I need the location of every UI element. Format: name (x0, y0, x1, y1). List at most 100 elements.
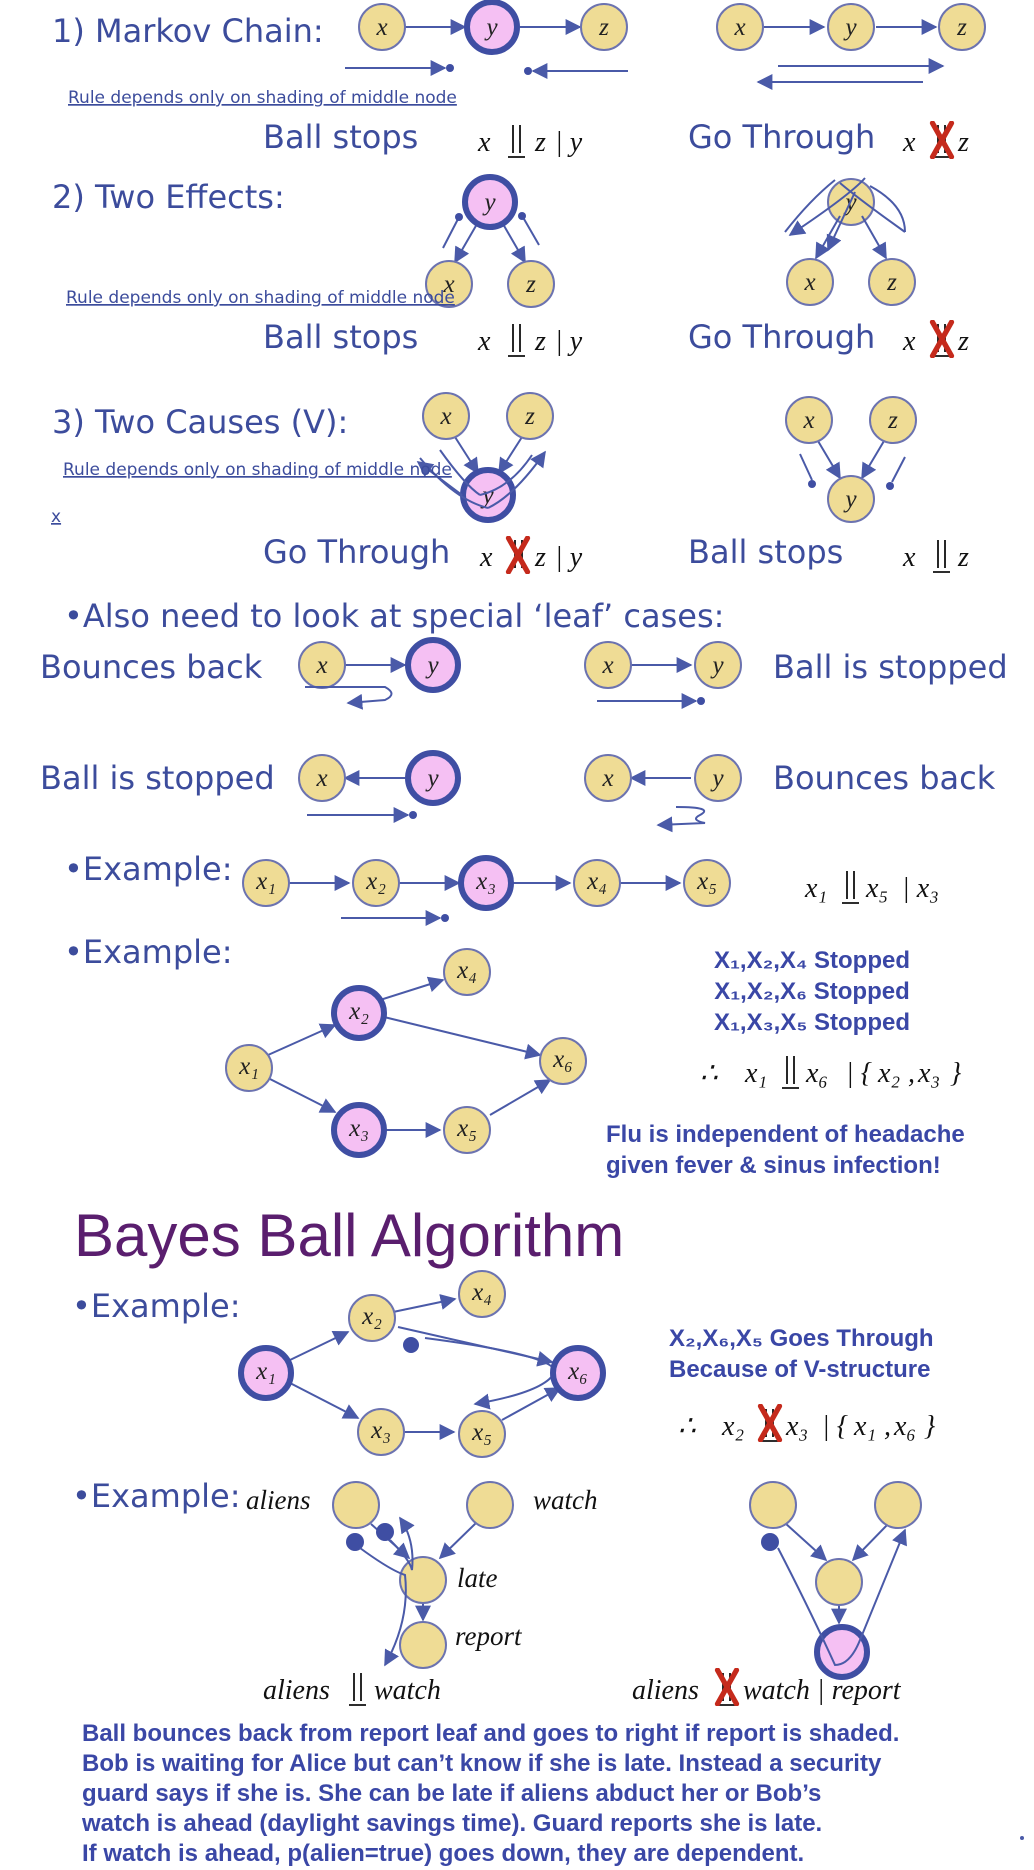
svg-text:x₁: x₁ (744, 1058, 767, 1089)
svg-text:x: x (601, 652, 613, 679)
leaf-cases-heading: •Also need to look at special ‘leaf’ cas… (64, 597, 724, 635)
formula-x-indep-z-given-y-1: x z | y (477, 125, 583, 158)
svg-text:x₁: x₁ (853, 1411, 876, 1442)
two-effects-heading: 2) Two Effects: (52, 178, 285, 216)
svg-text:∴: ∴ (678, 1411, 696, 1442)
formula-x-indep-z-3: x z (902, 540, 969, 573)
svg-text:x₄: x₄ (586, 868, 607, 895)
watch-label: watch (533, 1485, 598, 1515)
svg-text:x₃: x₃ (785, 1411, 808, 1442)
svg-text:x: x (902, 542, 916, 573)
svg-text:y: y (481, 189, 496, 216)
svg-text:x: x (477, 127, 491, 158)
svg-text:x: x (802, 407, 814, 434)
goes-through-line-2: Because of V-structure (669, 1356, 930, 1383)
svg-text:x: x (601, 765, 613, 792)
node-y-shaded (464, 0, 520, 55)
svg-text:z: z (956, 14, 967, 41)
two-causes-right-graph: x z y (785, 396, 917, 523)
outcome-ball-stops-1: Ball stops (263, 118, 418, 156)
svg-text:x: x (479, 542, 493, 573)
svg-text:| y: | y (555, 542, 583, 573)
example-4-right-graph (749, 1481, 922, 1680)
outcome-go-through-3: Go Through (263, 533, 450, 571)
svg-text:| {: | { (846, 1058, 872, 1089)
svg-text:y: y (479, 482, 494, 509)
example-label-3: •Example: (72, 1287, 240, 1325)
svg-text:x: x (315, 765, 327, 792)
stopped-line-2: X₁,X₂,X₆ Stopped (714, 978, 910, 1005)
svg-text:x₃: x₃ (917, 1058, 940, 1089)
outcome-ball-stops-2: Ball stops (263, 318, 418, 356)
slide-title: Bayes Ball Algorithm (74, 1202, 624, 1269)
svg-text:,: , (884, 1411, 891, 1442)
markov-chain-heading: 1) Markov Chain: (52, 12, 324, 50)
example-4-left-graph (332, 1481, 514, 1669)
svg-text:y: y (842, 14, 857, 41)
svg-text:watch | report: watch | report (743, 1675, 902, 1706)
svg-text:x₅: x₅ (865, 873, 888, 904)
leaf-bounces-back-1: Bounces back (40, 648, 263, 686)
svg-text:x: x (803, 269, 815, 296)
example-2-graph: x₁ x₂ x₃ x₄ x₅ x₆ (225, 948, 587, 1158)
svg-text:x: x (902, 326, 916, 357)
corner-dot (1020, 1836, 1024, 1840)
report-label: report (455, 1621, 523, 1651)
svg-text:y: y (424, 652, 439, 679)
leaf-case-1: x y (298, 637, 461, 710)
svg-text:z: z (524, 403, 535, 430)
svg-text:x₃: x₃ (475, 868, 496, 895)
svg-text:z: z (534, 542, 546, 573)
svg-text:x₁: x₁ (804, 873, 827, 904)
svg-text:y: y (709, 765, 724, 792)
flu-note-line-2: given fever & sinus infection! (606, 1152, 941, 1179)
svg-text:}: } (924, 1411, 935, 1442)
svg-text:∴: ∴ (700, 1058, 718, 1089)
svg-text:x₆: x₆ (567, 1358, 588, 1385)
svg-text:x₅: x₅ (471, 1419, 492, 1446)
outcome-go-through-2: Go Through (688, 318, 875, 356)
outcome-go-through-1: Go Through (688, 118, 875, 156)
svg-text:x₂: x₂ (877, 1058, 900, 1089)
two-effects-left-graph: y x z (425, 174, 555, 308)
node-label-y: y (483, 14, 498, 41)
leaf-ball-stopped-1: Ball is stopped (773, 648, 1008, 686)
svg-text:x₅: x₅ (456, 1115, 477, 1142)
svg-text:x: x (439, 403, 451, 430)
svg-text:x₃: x₃ (370, 1417, 391, 1444)
svg-text:z: z (957, 127, 969, 158)
leaf-bounces-back-2: Bounces back (773, 759, 996, 797)
stopped-list: X₁,X₂,X₄ Stopped X₁,X₂,X₆ Stopped X₁,X₃,… (714, 947, 910, 1036)
formula-x-indep-z-given-y-2: x z | y (477, 324, 583, 357)
svg-text:x: x (442, 271, 454, 298)
leaf-case-3: x y (298, 750, 461, 823)
svg-text:x: x (733, 14, 745, 41)
paragraph-line-2: Bob is waiting for Alice but can’t know … (82, 1750, 882, 1777)
svg-text:,: , (908, 1058, 915, 1089)
formula-example-1: x₁ x₅ | x₃ (804, 871, 939, 904)
svg-text:aliens: aliens (263, 1675, 330, 1706)
svg-text:z: z (957, 326, 969, 357)
svg-text:x₆: x₆ (893, 1411, 916, 1442)
aliens-label: aliens (246, 1485, 311, 1515)
rule-note-2: Rule depends only on shading of middle n… (66, 288, 455, 308)
formula-example-2: ∴ x₁ x₆ | { x₂ , x₃ } (700, 1056, 961, 1089)
node-label-x: x (375, 14, 387, 41)
outcome-ball-stops-3: Ball stops (688, 533, 843, 571)
svg-text:| y: | y (555, 326, 583, 357)
formula-x-not-indep-z-given-y: x z | y (479, 538, 583, 573)
svg-text:}: } (950, 1058, 961, 1089)
late-label: late (457, 1563, 498, 1593)
formula-aliens-watch-given-report: aliens watch | report (632, 1670, 902, 1706)
formula-x-not-indep-z-2: x z (902, 322, 969, 357)
stray-x-mark: x (51, 507, 61, 527)
example-1-chain: x₁ x₂ x₃ x₄ x₅ (242, 855, 731, 926)
svg-text:x₅: x₅ (696, 868, 717, 895)
svg-text:x₆: x₆ (805, 1058, 828, 1089)
svg-text:x₂: x₂ (361, 1303, 382, 1330)
paragraph-line-5: If watch is ahead, p(alien=true) goes do… (82, 1840, 804, 1867)
flu-note-line-1: Flu is independent of headache (606, 1121, 965, 1148)
cross-mark (933, 123, 952, 157)
svg-text:z: z (886, 269, 897, 296)
